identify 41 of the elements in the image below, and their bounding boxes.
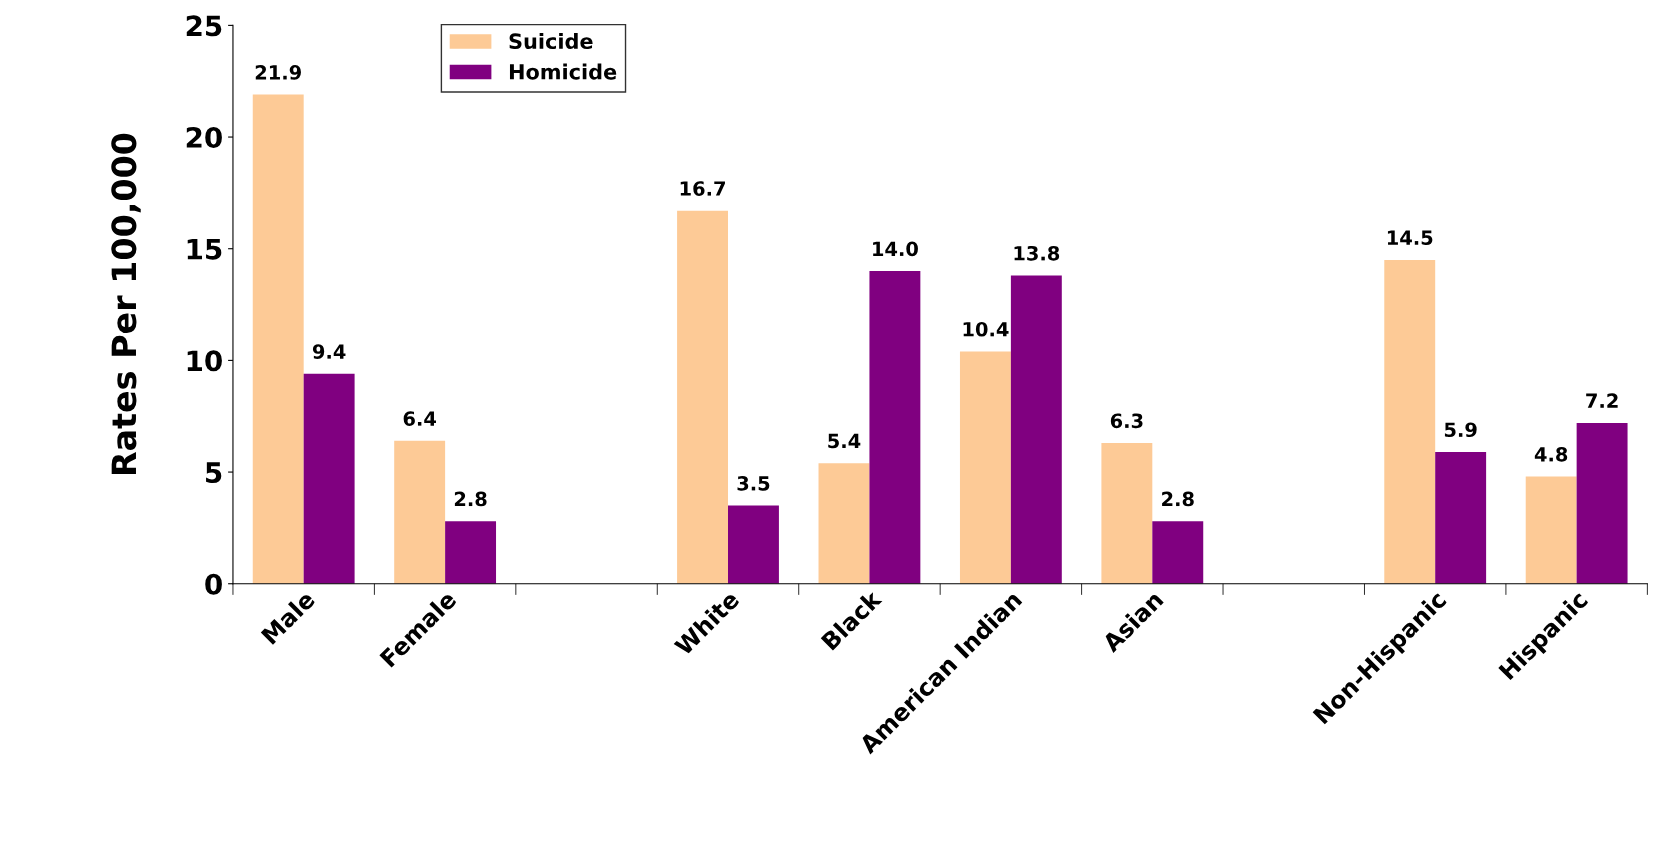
y-tick-label: 10 — [187, 350, 222, 372]
bar — [959, 351, 1011, 584]
data-label: 9.4 — [312, 344, 346, 359]
data-label: 13.8 — [1014, 245, 1060, 261]
data-label: 2.8 — [1162, 491, 1194, 507]
y-tick-label: 0 — [205, 573, 222, 595]
data-label: 10.4 — [963, 321, 1009, 337]
data-label: 5.4 — [828, 433, 861, 449]
data-label: 6.3 — [1110, 413, 1143, 429]
bar — [445, 521, 497, 584]
data-label: 4.8 — [1534, 446, 1568, 462]
bar — [303, 373, 355, 584]
bar — [677, 210, 728, 584]
bar — [1010, 275, 1062, 584]
data-label: 7.2 — [1586, 393, 1618, 408]
data-label: 21.9 — [255, 65, 301, 80]
legend-label: Suicide — [509, 32, 593, 50]
bar — [818, 463, 870, 584]
data-label: 3.5 — [737, 475, 770, 491]
bar — [1576, 422, 1628, 584]
legend-label: Homicide — [509, 63, 617, 80]
data-label: 2.8 — [454, 491, 487, 507]
bar — [1435, 451, 1487, 584]
y-tick-label: 15 — [187, 239, 222, 260]
data-label: 14.0 — [873, 241, 918, 257]
bar — [1525, 476, 1577, 584]
data-label: 14.5 — [1387, 230, 1433, 246]
data-label: 16.7 — [680, 181, 725, 196]
y-tick-label: 5 — [206, 462, 222, 484]
y-tick-label: 20 — [186, 126, 222, 148]
data-label: 6.4 — [403, 411, 436, 426]
y-tick-label: 25 — [186, 15, 222, 37]
bar — [728, 505, 779, 584]
bar — [1101, 443, 1153, 584]
data-label: 5.9 — [1444, 422, 1477, 438]
bar — [1152, 521, 1204, 584]
bar — [869, 271, 921, 584]
y-axis-title: Rates Per 100,000 — [111, 133, 141, 475]
bar — [1384, 259, 1436, 584]
bar — [394, 440, 446, 584]
bar — [252, 94, 304, 584]
